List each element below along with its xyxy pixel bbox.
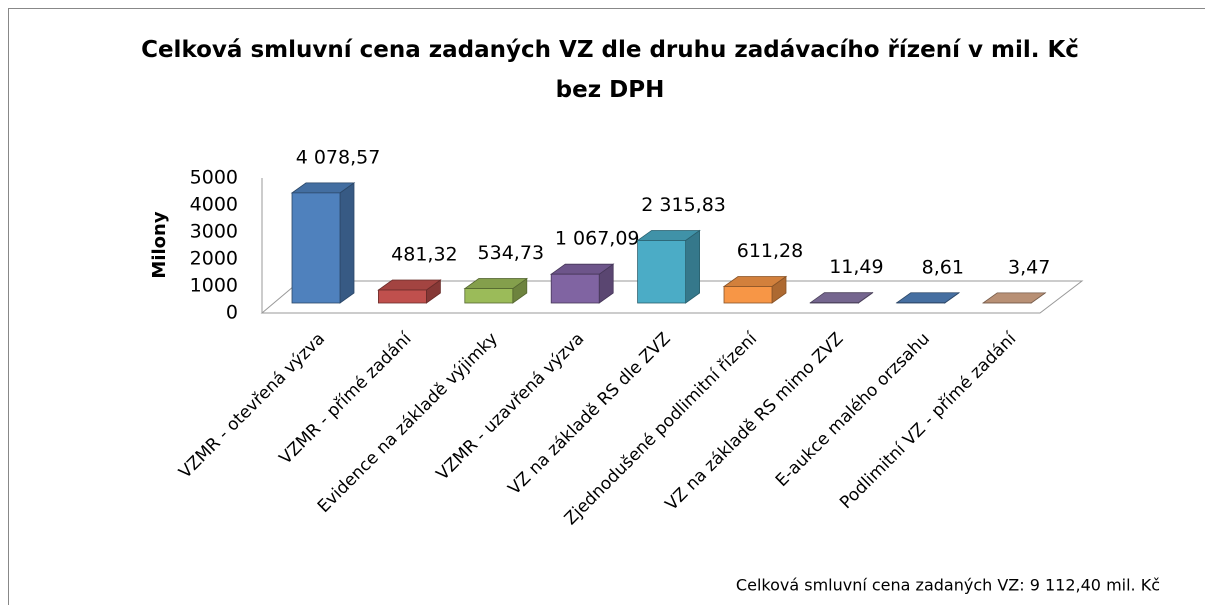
- bar-top: [895, 292, 961, 304]
- bar: [809, 291, 874, 304]
- x-tick-label: Zjednodušené podlimitní řízení: [561, 328, 762, 529]
- value-label: 3,47: [1008, 256, 1050, 278]
- value-label: 2 315,83: [641, 194, 726, 216]
- value-label: 534,73: [478, 242, 544, 264]
- bar: [290, 182, 356, 304]
- bar: [463, 277, 529, 304]
- value-label: 8,61: [922, 256, 964, 278]
- floor: [260, 280, 1084, 314]
- bar-top: [981, 292, 1047, 304]
- y-tick-label: 3000: [190, 221, 238, 243]
- y-tick-label: 1000: [190, 275, 238, 297]
- bar: [895, 291, 961, 304]
- value-label: 1 067,09: [555, 228, 640, 250]
- x-tick-label: E-aukce malého orzsahu: [772, 329, 934, 491]
- x-tick-label: VZMR - uzavřená výzva: [433, 329, 589, 485]
- y-axis-label: Milony: [149, 211, 170, 278]
- bar-front: [637, 240, 686, 304]
- bar: [636, 229, 701, 304]
- x-tick-label: Evidence na základě výjimky: [314, 329, 502, 517]
- chart-border: [8, 8, 1205, 605]
- value-label: 481,32: [391, 244, 457, 266]
- bar-side: [685, 229, 700, 304]
- chart-title: Celková smluvní cena zadaných VZ dle dru…: [141, 37, 1079, 103]
- bar-front: [723, 286, 773, 304]
- y-tick-label: 4000: [190, 194, 238, 216]
- x-tick-label: VZ na základě RS dle ZVZ: [505, 329, 675, 499]
- value-label: 11,49: [829, 256, 883, 278]
- bar-front: [550, 273, 600, 304]
- y-tick-label: 2000: [190, 248, 238, 270]
- x-tick-label: VZ na základě RS mimo ZVZ: [662, 329, 848, 515]
- bar-side: [339, 182, 355, 304]
- bar-front: [464, 288, 514, 304]
- value-label: 611,28: [737, 240, 803, 262]
- bar-front: [377, 289, 427, 304]
- x-tick-label: Podlimitní VZ - přímé zadání: [836, 328, 1021, 513]
- annotation: Celková smluvní cena zadaných VZ: 9 112,…: [736, 576, 1160, 595]
- bar-front: [291, 192, 341, 304]
- y-tick-label: 5000: [190, 167, 238, 189]
- bar: [377, 279, 442, 304]
- bar: [549, 263, 615, 304]
- bar-top: [809, 292, 874, 304]
- y-tick-label: 0: [226, 302, 238, 324]
- bar: [981, 292, 1047, 304]
- x-tick-label: VZMR - otevřená výzva: [175, 329, 329, 483]
- value-label: 4 078,57: [296, 146, 381, 168]
- bar: [722, 275, 788, 304]
